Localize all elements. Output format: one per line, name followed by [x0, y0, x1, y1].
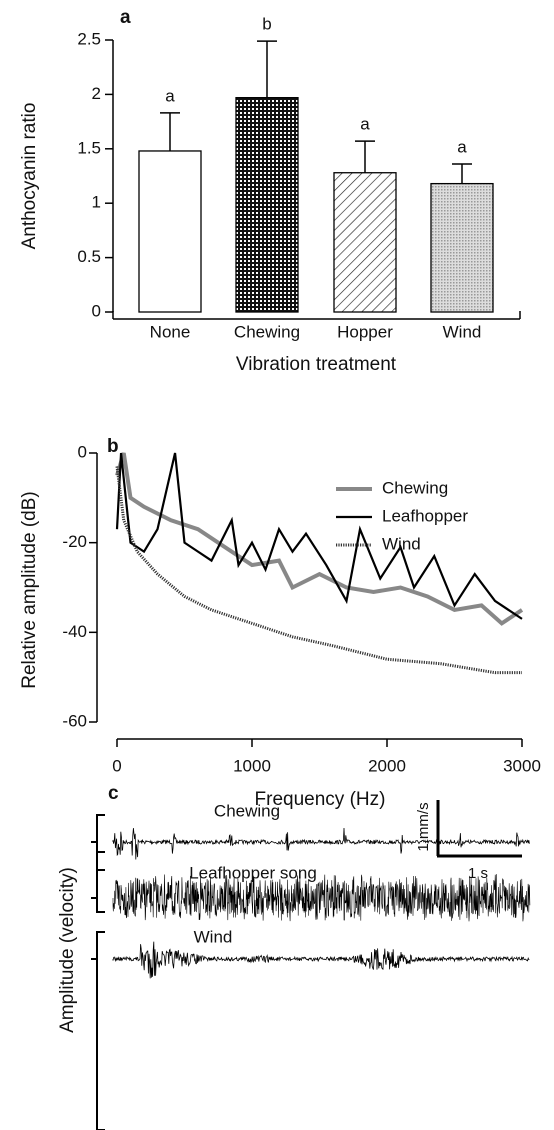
x-tick-label: Hopper — [337, 322, 393, 341]
x-axis-label: Vibration treatment — [236, 354, 397, 375]
y-tick-label: -20 — [62, 532, 87, 551]
y-tick-label: 1 — [92, 193, 101, 212]
y-axis-label: Amplitude (velocity) — [57, 867, 78, 1033]
significance-letter: a — [360, 115, 370, 134]
panel-label: b — [107, 436, 119, 457]
bracket — [91, 931, 105, 1130]
y-tick-label: 2.5 — [77, 29, 101, 48]
legend-label: Chewing — [382, 478, 448, 497]
y-tick-label: -40 — [62, 622, 87, 641]
x-tick-label: 2000 — [368, 756, 406, 775]
x-tick-label: Chewing — [234, 322, 300, 341]
scale-label: 1 s — [468, 865, 488, 882]
y-axis-label: Anthocyanin ratio — [19, 103, 40, 250]
significance-letter: a — [457, 138, 467, 157]
y-tick-label: -60 — [62, 711, 87, 730]
x-tick-label: 1000 — [233, 756, 271, 775]
panel-label: a — [120, 7, 131, 28]
trace — [112, 874, 531, 922]
trace — [112, 941, 530, 979]
series-line — [115, 452, 524, 626]
x-tick-label: 0 — [112, 756, 121, 775]
panel-label: c — [108, 783, 119, 804]
bar — [138, 150, 202, 313]
x-tick-label: 3000 — [503, 756, 541, 775]
bar — [430, 182, 494, 313]
y-axis-label: Relative amplitude (dB) — [19, 491, 40, 688]
series-line — [115, 452, 523, 620]
y-tick-label: 2 — [92, 84, 101, 103]
y-tick-label: 0 — [78, 442, 87, 461]
trace — [112, 827, 530, 860]
scale-label: 1 mm/s — [415, 802, 432, 851]
legend-label: Wind — [382, 534, 421, 553]
bar — [333, 172, 397, 313]
x-axis-label: Frequency (Hz) — [255, 789, 386, 810]
x-tick-label: None — [150, 322, 191, 341]
legend-label: Leafhopper — [382, 506, 468, 525]
significance-letter: a — [165, 86, 175, 105]
trace-label: Chewing — [214, 801, 280, 820]
trace-label: Wind — [194, 927, 233, 946]
trace-label: Leafhopper song — [189, 863, 317, 882]
series-line — [115, 466, 522, 675]
x-tick-label: Wind — [443, 322, 482, 341]
bracket — [91, 851, 105, 913]
y-tick-label: 1.5 — [77, 138, 101, 157]
significance-letter: b — [262, 15, 271, 34]
y-tick-label: 0.5 — [77, 247, 101, 266]
bracket — [91, 814, 105, 871]
bar — [235, 97, 299, 313]
y-tick-label: 0 — [92, 301, 101, 320]
